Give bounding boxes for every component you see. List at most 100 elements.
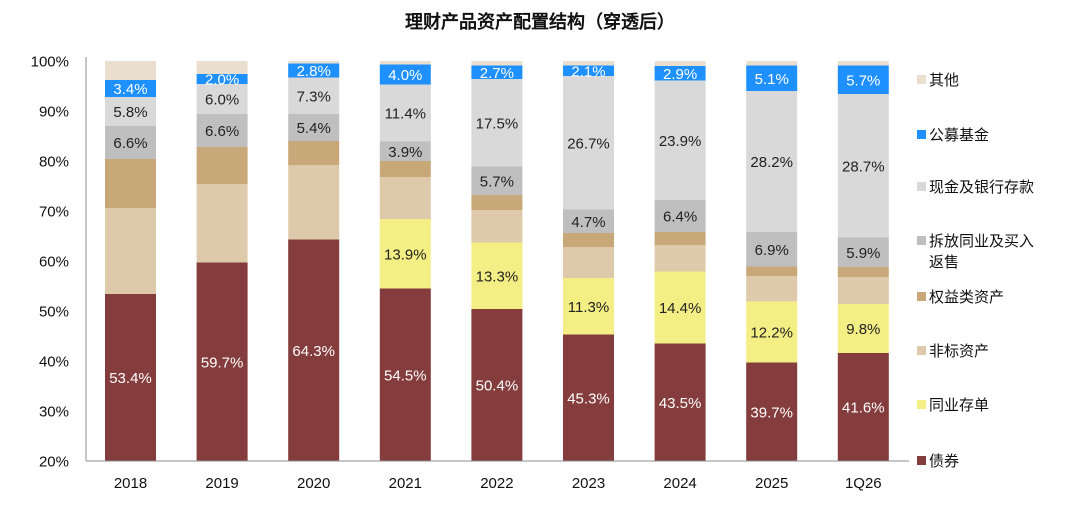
data-label: 5.9% (846, 245, 880, 262)
x-tick-label: 2021 (389, 475, 422, 492)
bar-segment (379, 64, 431, 85)
y-tick-label: 50% (39, 304, 69, 321)
bar-segment (471, 242, 523, 309)
legend-item: 权益类资产 (917, 288, 1004, 306)
bar-segment (379, 61, 431, 65)
data-label: 3.4% (113, 81, 147, 98)
bar-segment (471, 65, 523, 79)
bar-segment (563, 247, 614, 278)
y-tick-label: 100% (31, 54, 69, 71)
data-label: 4.0% (388, 67, 422, 84)
data-label: 2.8% (297, 63, 331, 80)
bar-segment (105, 208, 156, 294)
bar-segment (654, 80, 706, 200)
data-label: 9.8% (846, 321, 880, 338)
data-label: 50.4% (476, 378, 519, 395)
data-label: 2.7% (480, 65, 514, 82)
bar-segment (105, 126, 156, 159)
data-label: 13.3% (476, 268, 519, 285)
legend-label: 非标资产 (929, 342, 989, 360)
bar-segment (379, 288, 431, 461)
bar-segment (471, 309, 523, 461)
bar-group-2018: 53.4% 6.6% 5.8% 3.4% (105, 61, 156, 461)
bar-segment (196, 184, 248, 263)
legend-swatch (917, 75, 926, 84)
data-label: 5.8% (113, 104, 147, 121)
legend-label-continued: 返售 (929, 253, 959, 271)
bar-segment (837, 304, 889, 353)
bar-segment (746, 276, 798, 302)
legend-swatch (917, 236, 926, 245)
legend-swatch (917, 130, 926, 139)
y-tick-label: 80% (39, 154, 69, 171)
y-tick-label: 70% (39, 204, 69, 221)
data-label: 6.6% (113, 135, 147, 152)
bar-group-2025: 39.7% 12.2% 6.9% 28.2% 5.1% (746, 61, 798, 461)
bar-segment (288, 63, 340, 78)
data-label: 2.0% (205, 72, 239, 89)
bar-segment (379, 177, 431, 219)
bar-segment (196, 84, 248, 114)
bar-segment (105, 61, 156, 80)
bar-segment (837, 94, 889, 238)
data-label: 3.9% (388, 144, 422, 161)
bar-segment (837, 277, 889, 304)
bar-segment (654, 271, 706, 344)
bar-segment (379, 161, 431, 177)
data-label: 5.4% (297, 120, 331, 137)
bar-segment (563, 76, 614, 210)
bar-segment (471, 79, 523, 167)
bar-segment (288, 114, 340, 141)
data-label: 59.7% (201, 354, 244, 371)
legend-item: 同业存单 (917, 396, 989, 414)
x-tick-label: 2019 (205, 475, 238, 492)
bar-segment (654, 245, 706, 272)
bar-segment (837, 61, 889, 66)
bar-segment (471, 61, 523, 66)
bar-segment (563, 209, 614, 233)
bar-segment (196, 74, 248, 84)
x-tick-label: 2023 (572, 475, 605, 492)
x-tick-label: 2024 (663, 475, 696, 492)
bar-group-2020: 64.3% 5.4% 7.3% 2.8% (288, 61, 340, 461)
bar-segment (105, 294, 156, 461)
bar-group-1Q26: 41.6% 9.8% 5.9% 28.7% 5.7% (837, 61, 889, 461)
legend-label: 公募基金 (929, 126, 989, 144)
legend-label: 现金及银行存款 (929, 178, 1034, 196)
data-label: 7.3% (297, 88, 331, 105)
bar-segment (563, 65, 614, 76)
data-label: 6.4% (663, 209, 697, 226)
bar-segment (471, 210, 523, 243)
data-label: 6.6% (205, 123, 239, 140)
legend-label: 同业存单 (929, 396, 989, 414)
bar-segment (379, 219, 431, 289)
bar-segment (654, 343, 706, 461)
bar-segment (654, 232, 706, 245)
data-label: 39.7% (750, 404, 793, 421)
bar-segment (288, 77, 340, 114)
bar-segment (288, 61, 340, 64)
bar-segment (654, 61, 706, 66)
data-label: 6.0% (205, 92, 239, 109)
data-label: 12.2% (750, 325, 793, 342)
legend-swatch (917, 456, 926, 465)
y-tick-label: 20% (39, 454, 69, 471)
bar-segment (746, 232, 798, 267)
bar-segment (471, 166, 523, 195)
bar-segment (746, 61, 798, 66)
legend-label: 债券 (929, 452, 959, 470)
bar-group-2024: 43.5% 14.4% 6.4% 23.9% 2.9% (654, 61, 706, 461)
y-tick-label: 90% (39, 104, 69, 121)
y-tick-label: 30% (39, 404, 69, 421)
bar-segment (288, 239, 340, 461)
bar-segment (837, 65, 889, 94)
data-label: 28.7% (842, 158, 885, 175)
data-label: 5.7% (480, 173, 514, 190)
bar-segment (196, 61, 248, 74)
legend-item: 债券 (917, 452, 959, 470)
x-tick-label: 2022 (480, 475, 513, 492)
data-label: 17.5% (476, 115, 519, 132)
x-tick-label: 2025 (755, 475, 788, 492)
legend-swatch (917, 346, 926, 355)
